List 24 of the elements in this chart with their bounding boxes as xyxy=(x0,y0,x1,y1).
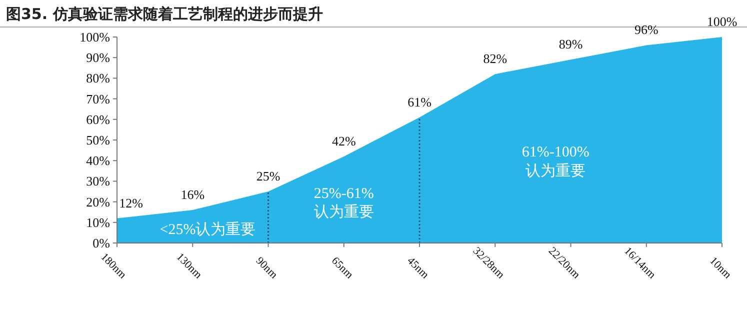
chart-title: 图35. 仿真验证需求随着工艺制程的进步而提升 xyxy=(6,5,323,23)
y-tick-label: 100% xyxy=(80,30,110,44)
data-label: 61% xyxy=(408,94,432,110)
data-label: 89% xyxy=(558,36,583,52)
data-label: 100% xyxy=(706,14,738,29)
y-tick-label: 30% xyxy=(86,174,110,189)
y-tick-label: 90% xyxy=(86,50,110,66)
y-tick-label: 60% xyxy=(86,112,110,127)
y-tick-label: 20% xyxy=(86,194,110,210)
data-label: 42% xyxy=(332,133,356,148)
y-tick-label: 70% xyxy=(86,91,110,106)
y-tick-label: 50% xyxy=(86,132,110,148)
data-label: 82% xyxy=(483,51,508,66)
annotation: <25%认为重要 xyxy=(160,221,256,238)
data-label: 16% xyxy=(180,187,205,202)
data-label: 12% xyxy=(119,195,144,210)
y-tick-label: 0% xyxy=(92,236,110,250)
y-tick-label: 80% xyxy=(86,70,110,86)
data-label: 96% xyxy=(634,22,658,38)
annotation: 61%-100% 认为重要 xyxy=(522,145,590,180)
annotation: 25%-61% 认为重要 xyxy=(314,186,374,222)
y-tick-label: 40% xyxy=(86,153,110,168)
data-label: 25% xyxy=(256,168,280,184)
y-tick-label: 10% xyxy=(86,214,110,230)
